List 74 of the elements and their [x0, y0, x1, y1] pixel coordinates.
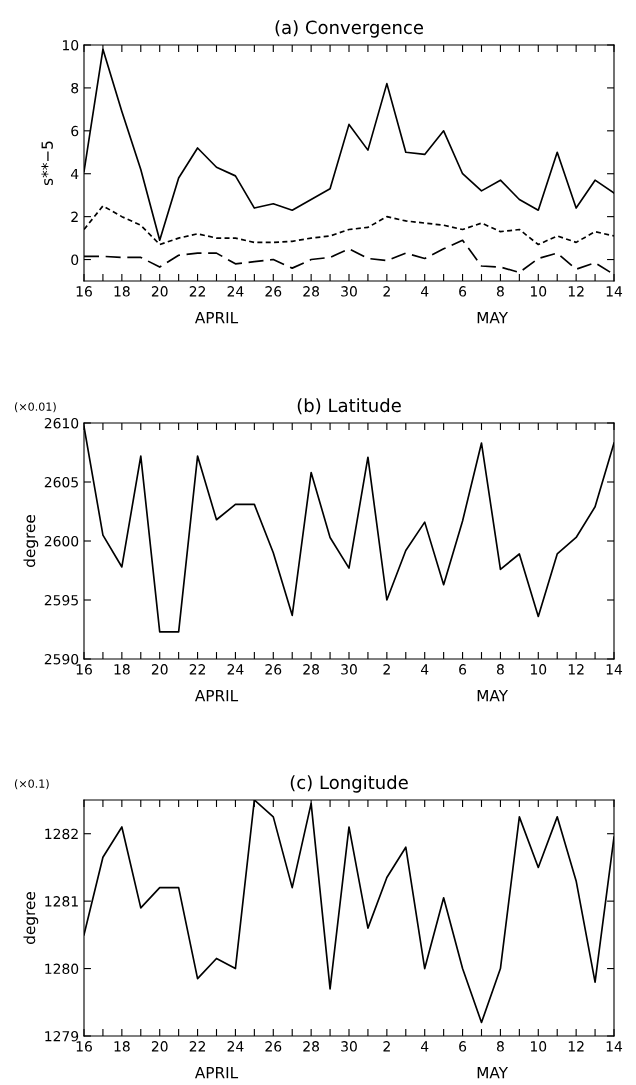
- x-tick-label: 10: [530, 1041, 547, 1052]
- x-tick-label: 4: [420, 664, 429, 675]
- text: MAY: [477, 312, 509, 324]
- text: (×0.01): [14, 402, 56, 413]
- x-tick-label: 22: [189, 664, 206, 675]
- text: APRIL: [194, 1067, 239, 1079]
- x-tick-label: 8: [496, 1041, 504, 1052]
- y-axis-title: degree: [23, 892, 39, 944]
- y-tick-label: 1279: [45, 1030, 79, 1042]
- x-tick-label: 4: [420, 286, 429, 297]
- y-tick-label: 1281: [45, 896, 78, 907]
- y-tick-label: 2: [71, 211, 78, 222]
- y-tick-label: 2600: [44, 535, 79, 547]
- x-tick-label: 24: [227, 1041, 244, 1052]
- x-tick-label: 20: [151, 1041, 168, 1052]
- x-tick-label: 10: [530, 286, 547, 297]
- y-tick-label: 0: [71, 254, 79, 266]
- text: (×0.1): [14, 779, 49, 790]
- text: APRIL: [194, 690, 239, 702]
- x-tick-label: 26: [265, 1041, 282, 1052]
- x-tick-label: 22: [189, 286, 206, 297]
- x-tick-label: 30: [341, 1041, 357, 1052]
- x-tick-label: 10: [530, 664, 547, 675]
- chart-title: (c) Longitude: [290, 775, 408, 793]
- text: MAY: [477, 1067, 509, 1079]
- text: MAY: [477, 690, 509, 702]
- x-tick-label: 18: [114, 664, 130, 675]
- x-tick-label: 24: [227, 286, 244, 297]
- x-tick-label: 30: [341, 286, 357, 297]
- x-tick-label: 12: [568, 286, 584, 297]
- x-tick-label: 4: [420, 1041, 429, 1052]
- x-tick-label: 18: [114, 286, 130, 297]
- x-tick-label: 2: [383, 664, 390, 675]
- y-tick-label: 8: [71, 82, 79, 94]
- x-tick-label: 8: [496, 286, 504, 297]
- x-tick-label: 2: [383, 1041, 390, 1052]
- x-tick-label: 20: [151, 286, 168, 297]
- x-tick-label: 12: [568, 1041, 584, 1052]
- y-axis-title: degree: [23, 515, 39, 567]
- x-tick-label: 22: [189, 1041, 206, 1052]
- x-tick-label: 16: [76, 1041, 92, 1052]
- y-tick-label: 2590: [44, 653, 79, 665]
- x-tick-label: 30: [341, 664, 357, 675]
- y-tick-label: 2610: [44, 417, 79, 429]
- x-tick-label: 20: [151, 664, 168, 675]
- x-tick-label: 24: [227, 664, 244, 675]
- x-tick-label: 14: [606, 664, 623, 675]
- x-tick-label: 6: [459, 286, 467, 297]
- y-tick-label: 6: [71, 125, 79, 137]
- x-tick-label: 8: [496, 664, 504, 675]
- x-tick-label: 2: [383, 286, 390, 297]
- x-tick-label: 26: [265, 664, 282, 675]
- x-tick-label: 14: [606, 286, 623, 297]
- y-tick-label: 4: [70, 168, 79, 179]
- y-tick-label: 2595: [44, 594, 78, 606]
- x-tick-label: 6: [459, 1041, 467, 1052]
- x-tick-label: 28: [303, 286, 320, 297]
- chart-title: (b) Latitude: [297, 398, 401, 415]
- chart-title: (a) Convergence: [275, 20, 423, 38]
- x-tick-label: 16: [76, 286, 92, 297]
- x-tick-label: 16: [76, 664, 92, 675]
- x-tick-label: 28: [303, 1041, 320, 1052]
- text: APRIL: [194, 312, 239, 324]
- y-tick-label: 10: [62, 39, 79, 51]
- x-tick-label: 6: [459, 664, 467, 675]
- x-tick-label: 28: [303, 664, 320, 675]
- y-tick-label: 2605: [44, 476, 78, 488]
- x-tick-label: 18: [114, 1041, 130, 1052]
- y-tick-label: 1282: [45, 828, 78, 840]
- x-tick-label: 12: [568, 664, 584, 675]
- x-tick-label: 26: [265, 286, 282, 297]
- x-tick-label: 14: [606, 1041, 623, 1052]
- y-tick-label: 1280: [45, 963, 79, 975]
- y-axis-title: s**−5: [41, 141, 53, 186]
